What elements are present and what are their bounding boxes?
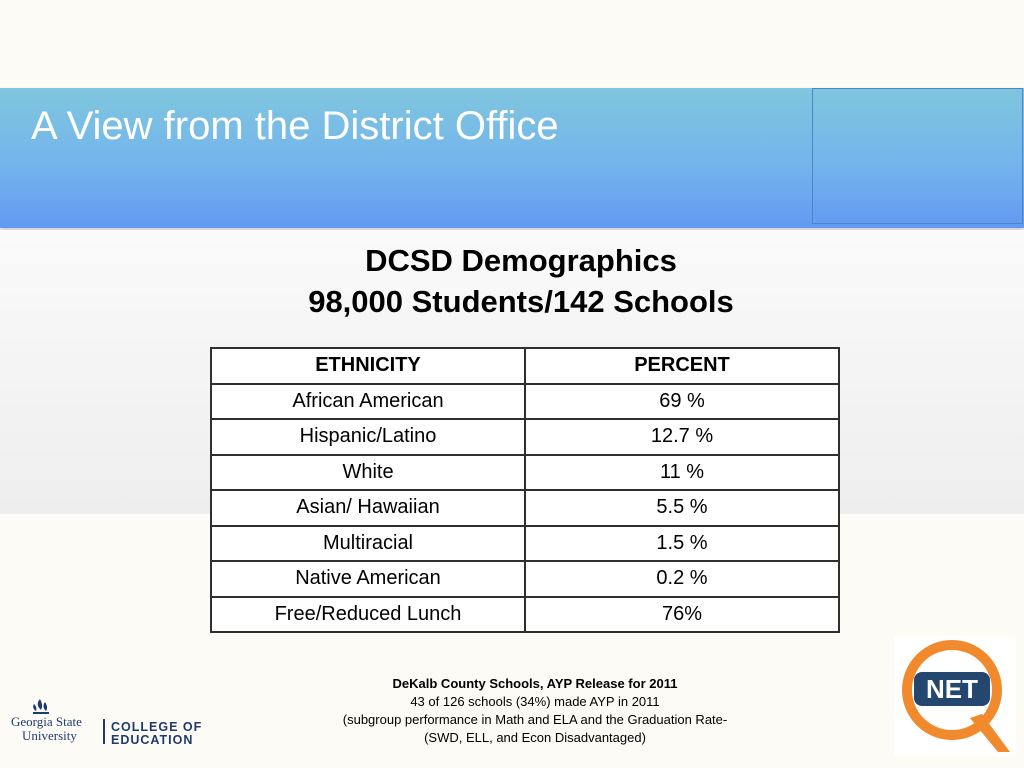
demographics-table: ETHNICITY PERCENT African American 69 % … xyxy=(210,347,840,633)
q-tail-icon xyxy=(970,714,1010,752)
title-banner xyxy=(0,88,1024,228)
row-percent: 5.5 % xyxy=(524,489,840,527)
header-percent: PERCENT xyxy=(524,347,840,385)
footnote-subgroup-list: (SWD, ELL, and Econ Disadvantaged) xyxy=(424,730,646,745)
footnote-ayp-count: 43 of 126 schools (34%) made AYP in 2011 xyxy=(410,694,660,709)
table-row: Asian/ Hawaiian 5.5 % xyxy=(210,489,840,527)
row-group: Hispanic/Latino xyxy=(210,418,526,456)
header-ethnicity: ETHNICITY xyxy=(210,347,526,385)
row-percent: 76% xyxy=(524,595,840,633)
heading-line-2: 98,000 Students/142 Schools xyxy=(308,284,734,319)
row-percent: 1.5 % xyxy=(524,524,840,562)
slide-title: A View from the District Office xyxy=(31,104,559,148)
row-group: Native American xyxy=(210,560,526,598)
table-row: African American 69 % xyxy=(210,382,840,420)
gsu-college-line-1: COLLEGE OF xyxy=(111,720,202,734)
row-group: White xyxy=(210,453,526,491)
logo-divider xyxy=(103,719,105,744)
footnote-subgroup-note: (subgroup performance in Math and ELA an… xyxy=(342,712,728,727)
q-ring-icon xyxy=(902,640,1002,740)
table-row: Hispanic/Latino 12.7 % xyxy=(210,418,840,456)
row-percent: 0.2 % xyxy=(524,560,840,598)
table-row: White 11 % xyxy=(210,453,840,491)
source-footnote: DeKalb County Schools, AYP Release for 2… xyxy=(300,675,770,747)
qnet-logo: NET xyxy=(894,636,1016,756)
row-percent: 69 % xyxy=(524,382,840,420)
gsu-flame-icon xyxy=(33,699,49,714)
heading-line-1: DCSD Demographics xyxy=(365,243,677,278)
gsu-college-of-education-logo: Georgia State University COLLEGE OF EDUC… xyxy=(11,699,202,747)
row-percent: 12.7 % xyxy=(524,418,840,456)
table-row: Free/Reduced Lunch 76% xyxy=(210,595,840,633)
table-header-row: ETHNICITY PERCENT xyxy=(210,347,840,385)
table-row: Native American 0.2 % xyxy=(210,560,840,598)
table-row: Multiracial 1.5 % xyxy=(210,524,840,562)
net-text: NET xyxy=(926,674,978,704)
banner-inset-frame xyxy=(812,88,1023,224)
slide-heading: DCSD Demographics 98,000 Students/142 Sc… xyxy=(0,240,1024,322)
row-group: Asian/ Hawaiian xyxy=(210,489,526,527)
row-group: Multiracial xyxy=(210,524,526,562)
gsu-name-line-1: Georgia State xyxy=(11,714,82,729)
row-group: African American xyxy=(210,382,526,420)
gsu-college-line-2: EDUCATION xyxy=(111,733,193,747)
footnote-source: DeKalb County Schools, AYP Release for 2… xyxy=(392,676,678,691)
net-badge xyxy=(914,672,990,706)
gsu-name-line-2: University xyxy=(22,728,77,743)
row-percent: 11 % xyxy=(524,453,840,491)
row-group: Free/Reduced Lunch xyxy=(210,595,526,633)
